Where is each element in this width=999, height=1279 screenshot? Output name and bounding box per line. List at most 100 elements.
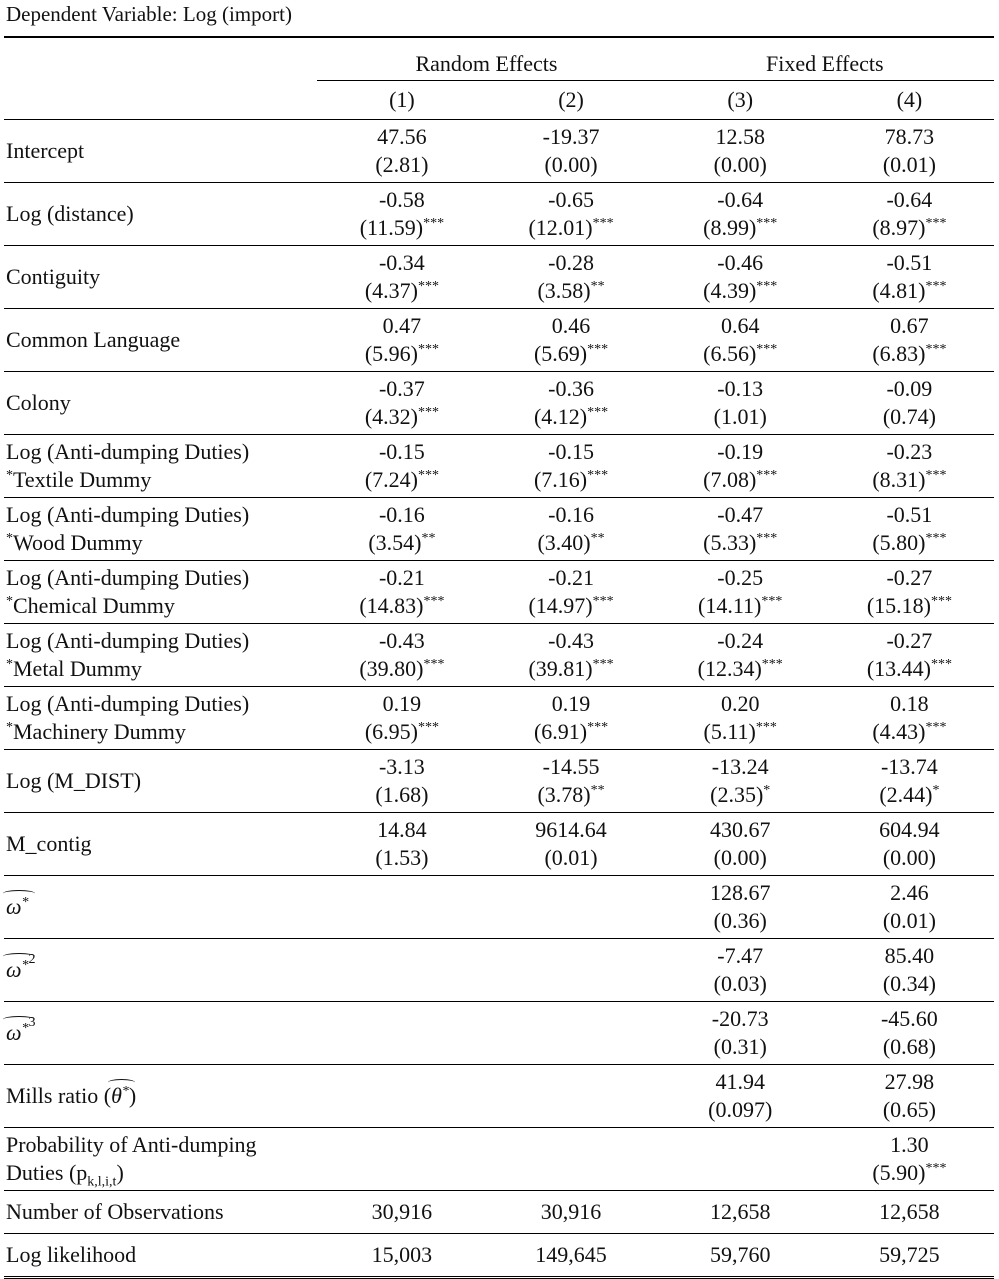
value-cell [486, 1128, 655, 1191]
summary-row: Number of Observations 30,916 30,916 12,658… [4, 1191, 994, 1234]
value-cell: 12.58 (0.00) [656, 120, 825, 183]
coefficient: -0.16 [378, 502, 425, 527]
label-line: ω*2 [3, 953, 317, 984]
std-error-line: (4.39)*** [656, 277, 825, 305]
std-error: (39.81) [528, 656, 593, 681]
value-cell: -0.51 (5.80)*** [825, 498, 994, 561]
std-error: (0.74) [882, 404, 936, 429]
std-error: (14.97) [528, 593, 593, 618]
significance: *** [930, 657, 952, 672]
std-error-line: (0.097) [656, 1096, 825, 1124]
value-cell: -0.64 (8.99)*** [656, 183, 825, 246]
label-sup: * [6, 720, 13, 735]
label-line: Intercept [6, 137, 317, 165]
row-label: Common Language [4, 309, 317, 372]
coefficient: -0.09 [886, 376, 933, 401]
label-text: Chemical Dummy [13, 593, 175, 618]
row-label: Log likelihood [6, 1242, 137, 1267]
std-error: (8.97) [872, 215, 926, 240]
std-error-line: (2.81) [317, 151, 486, 179]
significance: * [763, 783, 771, 798]
data-row: Log (Anti-dumping Duties) *Machinery Dumm… [4, 687, 994, 750]
coefficient: 2.46 [890, 880, 929, 905]
std-error-line: (7.24)*** [317, 466, 486, 494]
coefficient: 85.40 [884, 943, 935, 968]
data-row: ω*3 -20.73 (0.31) -45.60 (0.68) [3, 1002, 994, 1065]
label-text: Mills ratio ( [6, 1083, 112, 1108]
label-line: *Wood Dummy [6, 529, 317, 557]
symbol: θ [111, 1083, 122, 1108]
value-cell: -0.09 (0.74) [825, 372, 994, 435]
row-label: Log (Anti-dumping Duties) *Wood Dummy [4, 498, 317, 561]
std-error-line: (7.08)*** [656, 466, 825, 494]
value-cell: -0.27 (15.18)*** [825, 561, 994, 624]
label-line: Log (distance) [6, 200, 317, 228]
std-error-line: (0.01) [825, 151, 994, 179]
coefficient: -0.13 [717, 376, 764, 401]
value-cell [317, 1065, 486, 1128]
significance: *** [755, 720, 777, 735]
std-error: (0.01) [544, 845, 598, 870]
std-error-line: (3.54)** [317, 529, 486, 557]
value-cell: -0.37 (4.32)*** [317, 372, 486, 435]
label-line: Probability of Anti-dumping [6, 1131, 317, 1159]
significance: *** [925, 1161, 947, 1176]
row-label: Contiguity [4, 246, 317, 309]
std-error-line: (12.01)*** [486, 214, 655, 242]
coefficient: 9614.64 [535, 817, 607, 842]
column-header: (1) [389, 87, 415, 112]
std-error-line: (6.95)*** [317, 718, 486, 746]
label-text: Log (Anti-dumping Duties) [6, 502, 250, 527]
coefficient: -0.16 [548, 502, 594, 527]
value-cell: 0.46 (5.69)*** [486, 309, 655, 372]
data-row: M_contig 14.84 (1.53) 9614.64 (0.01) 430.67 (0… [4, 813, 994, 876]
significance: *** [925, 342, 947, 357]
std-error: (6.56) [703, 341, 757, 366]
coefficient: 14.84 [377, 817, 427, 842]
std-error: (5.69) [533, 341, 588, 366]
value-cell: -14.55 (3.78)** [486, 750, 655, 813]
label-line: Colony [6, 389, 317, 417]
significance: * [932, 783, 940, 798]
std-error: (0.65) [882, 1097, 936, 1122]
significance: *** [756, 468, 778, 483]
value-cell [317, 1002, 486, 1065]
std-error: (5.33) [703, 530, 757, 555]
value-cell: -0.15 (7.16)*** [486, 435, 655, 498]
data-row: Contiguity -0.34 (4.37)*** -0.28 (3.58)** -0.… [4, 246, 994, 309]
symbol: ω [6, 957, 22, 982]
value-cell: -0.43 (39.80)*** [317, 624, 486, 687]
significance: *** [925, 468, 947, 483]
summary-value: 15,003 [371, 1242, 433, 1267]
label-text: Probability of Anti-dumping [6, 1132, 257, 1157]
label-line: Contiguity [6, 263, 317, 291]
empty-cell [4, 81, 317, 120]
std-error: (0.03) [713, 971, 767, 996]
label-line: *Textile Dummy [6, 466, 317, 494]
label-end: ) [116, 1160, 124, 1185]
std-error: (4.43) [872, 719, 926, 744]
value-cell: 128.67 (0.36) [656, 876, 825, 939]
std-error: (7.16) [533, 467, 588, 492]
significance: *** [417, 279, 439, 294]
significance: ** [590, 531, 605, 546]
std-error-line: (6.56)*** [656, 340, 825, 368]
value-cell: 604.94 (0.00) [825, 813, 994, 876]
label-text: Contiguity [6, 264, 101, 289]
value-cell [317, 1128, 486, 1191]
coefficient: 0.19 [551, 691, 591, 716]
label-text: Colony [6, 390, 71, 415]
value-cell: -0.46 (4.39)*** [656, 246, 825, 309]
value-cell: 27.98 (0.65) [825, 1065, 994, 1128]
symbol-sup: * [21, 1021, 29, 1036]
value-cell [317, 939, 486, 1002]
column-header-row: (1) (2) (3) (4) [4, 81, 994, 120]
std-error-line: (1.68) [317, 781, 486, 809]
label-line: Log (Anti-dumping Duties) [6, 501, 317, 529]
row-label: Log (M_DIST) [4, 750, 317, 813]
std-error: (5.11) [703, 719, 756, 744]
summary-row: Log likelihood 15,003 149,645 59,760 59,725 [4, 1234, 994, 1278]
coefficient: -3.13 [378, 754, 425, 779]
value-cell: -0.23 (8.31)*** [825, 435, 994, 498]
std-error-line: (0.36) [656, 907, 825, 935]
